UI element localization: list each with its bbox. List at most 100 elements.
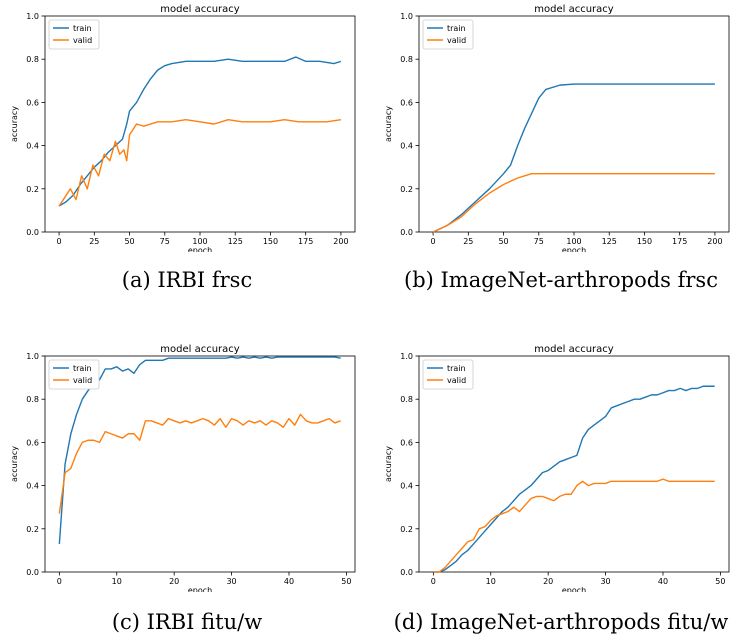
x-tick-label-d-2: 20 <box>543 577 553 586</box>
y-tick-label-c-3: 0.6 <box>26 438 39 447</box>
y-tick-label-c-2: 0.4 <box>26 482 39 491</box>
y-tick-label-d-5: 1.0 <box>400 352 413 361</box>
chart-title-a: model accuracy <box>160 4 240 15</box>
y-tick-label-d-4: 0.8 <box>400 395 413 404</box>
x-tick-label-b-1: 25 <box>463 237 473 246</box>
x-tick-label-a-2: 50 <box>124 237 134 246</box>
series-line-c-valid <box>58 413 341 514</box>
x-axis-label-a: epoch <box>188 246 212 252</box>
x-axis-label-b: epoch <box>562 246 586 252</box>
x-tick-label-b-3: 75 <box>534 237 544 246</box>
x-tick-label-a-7: 175 <box>298 237 313 246</box>
x-tick-label-a-1: 25 <box>89 237 99 246</box>
chart-panel-b: model accuracy 0 25 50 75 100 125 150 175 200 0.0 0… <box>374 0 748 255</box>
series-line-a-valid <box>58 118 342 207</box>
y-tick-label-a-4: 0.8 <box>26 55 39 64</box>
x-tick-label-b-8: 200 <box>707 237 722 246</box>
chart-panel-d: model accuracy 0 10 20 30 40 50 0.0 0.2 0.4 0.6 0.8… <box>374 340 748 595</box>
legend-label-a-train: train <box>73 24 92 33</box>
x-tick-label-c-0: 0 <box>57 577 62 586</box>
x-tick-label-b-6: 150 <box>637 237 652 246</box>
x-tick-label-c-3: 30 <box>226 577 236 586</box>
x-tick-label-a-5: 125 <box>228 237 243 246</box>
chart-svg-a: model accuracy 0 25 50 75 100 125 150 175 200 0.0 0… <box>10 4 356 255</box>
y-tick-label-a-5: 1.0 <box>26 12 39 21</box>
caption-d: (d) ImageNet-arthropods fitu/w <box>393 610 729 634</box>
chart-title-c: model accuracy <box>160 344 240 355</box>
y-tick-label-b-4: 0.8 <box>400 55 413 64</box>
series-line-c-train <box>58 356 341 544</box>
legend-b: train valid <box>422 19 474 50</box>
x-tick-label-b-2: 50 <box>498 237 508 246</box>
x-tick-label-d-3: 30 <box>600 577 610 586</box>
chart-svg-d: model accuracy 0 10 20 30 40 50 0.0 0.2 0.4 0.6 0.8… <box>384 344 730 595</box>
series-line-b-valid <box>432 172 715 233</box>
x-tick-label-c-4: 40 <box>284 577 294 586</box>
caption-c: (c) IRBI fitu/w <box>111 610 263 634</box>
plot-area-b <box>418 15 730 233</box>
y-tick-label-a-0: 0.0 <box>26 228 39 237</box>
caption-a: (a) IRBI frsc <box>121 268 253 292</box>
plot-area-c <box>44 355 356 573</box>
y-axis-label-c: accuracy <box>10 446 19 482</box>
y-tick-label-c-0: 0.0 <box>26 568 39 577</box>
x-tick-label-b-0: 0 <box>431 237 436 246</box>
legend-label-d-train: train <box>447 364 466 373</box>
x-tick-label-d-1: 10 <box>486 577 496 586</box>
x-tick-label-b-4: 100 <box>566 237 581 246</box>
legend-label-b-valid: valid <box>447 36 466 45</box>
y-tick-label-b-2: 0.4 <box>400 142 413 151</box>
legend-label-c-valid: valid <box>73 376 92 385</box>
series-line-d-train <box>433 385 715 573</box>
series-line-d-valid <box>433 478 715 573</box>
chart-svg-b: model accuracy 0 25 50 75 100 125 150 175 200 0.0 0… <box>384 4 730 255</box>
x-tick-label-a-3: 75 <box>160 237 170 246</box>
chart-panel-a: model accuracy 0 25 50 75 100 125 150 175 200 0.0 0… <box>0 0 374 255</box>
x-tick-label-d-4: 40 <box>658 577 668 586</box>
y-axis-label-b: accuracy <box>384 106 393 142</box>
y-tick-label-b-1: 0.2 <box>400 185 413 194</box>
x-tick-label-a-4: 100 <box>192 237 207 246</box>
legend-label-c-train: train <box>73 364 92 373</box>
x-tick-label-a-8: 200 <box>333 237 348 246</box>
chart-title-d: model accuracy <box>534 344 614 355</box>
y-tick-label-d-2: 0.4 <box>400 482 413 491</box>
x-tick-label-b-5: 125 <box>602 237 617 246</box>
y-tick-label-d-3: 0.6 <box>400 438 413 447</box>
x-tick-label-c-1: 10 <box>112 577 122 586</box>
legend-c: train valid <box>48 359 100 390</box>
y-axis-label-d: accuracy <box>384 446 393 482</box>
legend-d: train valid <box>422 359 474 390</box>
chart-panel-c: model accuracy 0 10 20 30 40 50 0.0 0.2 0.4 0.6 0.8… <box>0 340 374 595</box>
x-tick-label-d-0: 0 <box>431 577 436 586</box>
y-tick-label-d-0: 0.0 <box>400 568 413 577</box>
y-tick-label-c-4: 0.8 <box>26 395 39 404</box>
x-tick-label-a-6: 150 <box>263 237 278 246</box>
legend-label-a-valid: valid <box>73 36 92 45</box>
x-axis-label-d: epoch <box>562 586 586 592</box>
y-tick-label-b-0: 0.0 <box>400 228 413 237</box>
x-axis-label-c: epoch <box>188 586 212 592</box>
y-tick-label-b-3: 0.6 <box>400 98 413 107</box>
y-axis-label-a: accuracy <box>10 106 19 142</box>
legend-label-b-train: train <box>447 24 466 33</box>
chart-svg-c: model accuracy 0 10 20 30 40 50 0.0 0.2 0.4 0.6 0.8… <box>10 344 356 595</box>
y-tick-label-c-5: 1.0 <box>26 352 39 361</box>
y-tick-label-c-1: 0.2 <box>26 525 39 534</box>
x-tick-label-d-5: 50 <box>715 577 725 586</box>
legend-a: train valid <box>48 19 100 50</box>
series-line-b-train <box>432 83 715 233</box>
y-tick-label-d-1: 0.2 <box>400 525 413 534</box>
y-tick-label-a-3: 0.6 <box>26 98 39 107</box>
x-tick-label-c-5: 50 <box>341 577 351 586</box>
caption-b: (b) ImageNet-arthropods frsc <box>404 268 718 292</box>
y-tick-label-a-2: 0.4 <box>26 142 39 151</box>
x-tick-label-b-7: 175 <box>672 237 687 246</box>
y-tick-label-a-1: 0.2 <box>26 185 39 194</box>
chart-title-b: model accuracy <box>534 4 614 15</box>
x-tick-label-c-2: 20 <box>169 577 179 586</box>
y-tick-label-b-5: 1.0 <box>400 12 413 21</box>
x-tick-label-a-0: 0 <box>57 237 62 246</box>
plot-area-a <box>44 15 356 233</box>
plot-area-d <box>418 355 730 573</box>
